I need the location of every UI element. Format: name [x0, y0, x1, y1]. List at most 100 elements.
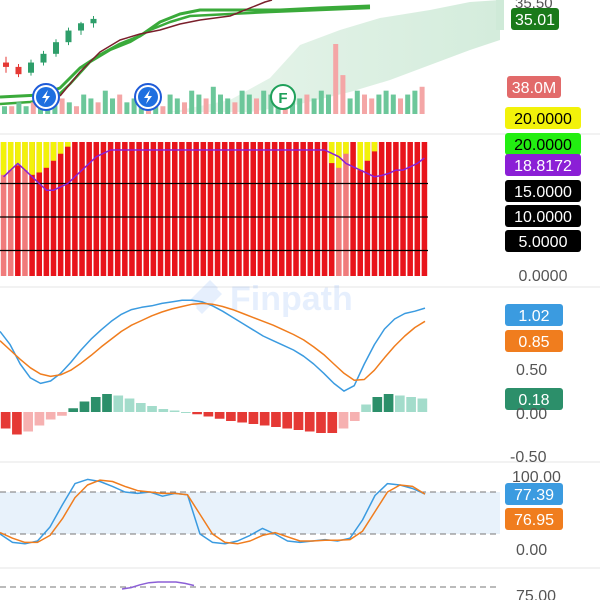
- volume-bar: [88, 98, 94, 114]
- adx-bar-yellow: [22, 142, 28, 171]
- adx-bar-yellow: [364, 142, 371, 161]
- adx-bar-yellow: [43, 142, 50, 168]
- adx-bar: [214, 142, 221, 276]
- macd-value-badge-text: 1.02: [518, 308, 549, 325]
- macd-histogram-bar: [79, 401, 90, 412]
- candle-body: [53, 42, 59, 54]
- adx-bar-yellow: [0, 142, 7, 175]
- macd-histogram-bar: [282, 412, 293, 429]
- stochastic-band: [0, 492, 500, 534]
- stoch-k-badge-text: 77.39: [514, 487, 554, 504]
- macd-histogram-bar: [338, 412, 349, 429]
- volume-bar: [131, 98, 137, 114]
- adx-bar: [164, 142, 171, 276]
- adx-bar: [107, 142, 114, 276]
- macd-histogram-bar: [349, 412, 360, 421]
- macd-histogram-bar: [372, 397, 383, 412]
- volume-bar: [333, 44, 339, 114]
- adx-bar: [307, 142, 314, 276]
- adx-bar: [193, 142, 199, 276]
- adx-bar: [114, 142, 121, 276]
- macd-histogram-bar: [248, 412, 259, 424]
- volume-bar: [59, 98, 65, 114]
- finpath-watermark: Finpath: [190, 280, 353, 318]
- adx-level-badge-bg: [505, 180, 581, 202]
- volume-bar: [210, 86, 216, 114]
- adx-bar: [50, 142, 57, 276]
- macd-histogram-bar: [113, 395, 124, 412]
- adx-bar: [157, 142, 164, 276]
- macd-histogram-bar: [68, 408, 79, 412]
- adx-level-badge: 0.0000: [519, 268, 568, 285]
- di-line: [3, 149, 425, 191]
- adx-level-badge-text: 5.0000: [519, 234, 568, 251]
- bolt-glyph: [42, 90, 50, 104]
- adx-bar: [350, 142, 356, 276]
- macd-histogram-bar: [23, 412, 33, 432]
- signal-line: [0, 302, 426, 382]
- stoch-d-badge-bg: [505, 508, 563, 530]
- lightning-event-icon: [32, 83, 60, 111]
- adx-bar: [279, 142, 285, 276]
- adx-bar: [22, 142, 28, 276]
- rsi-panel: [0, 581, 500, 590]
- volume-bar: [398, 98, 403, 114]
- macd-histogram-bar: [406, 397, 416, 412]
- candle-body: [40, 53, 47, 63]
- adx-level-badge-bg: [505, 205, 581, 227]
- volume-bar: [261, 90, 267, 114]
- macd-histogram-bar: [226, 412, 236, 421]
- macd-histogram-bar: [316, 412, 326, 433]
- adx-bar: [100, 142, 107, 276]
- macd-histogram-bar: [147, 406, 157, 412]
- adx-bar: [364, 142, 371, 276]
- macd-histogram-bar: [361, 404, 371, 412]
- volume-bar: [95, 102, 101, 114]
- adx-bar: [243, 142, 249, 276]
- stoch-d-badge-text: 76.95: [514, 512, 554, 529]
- volume-bar: [102, 90, 108, 114]
- signal-value-badge: 0.85: [505, 330, 563, 352]
- macd-value-badge-bg: [505, 304, 563, 326]
- adx-bar: [29, 142, 35, 276]
- volume-bar: [268, 94, 274, 114]
- watermark-logo-icon: [190, 280, 222, 314]
- volume-bar: [246, 94, 252, 114]
- adx-bar: [414, 142, 421, 276]
- adx-bar: [407, 142, 413, 276]
- histogram-value-badge-bg: [505, 388, 563, 410]
- adx-bar: [86, 142, 92, 276]
- watermark-text: Finpath: [230, 280, 353, 318]
- volume-bar: [405, 94, 411, 114]
- volume-bar: [297, 98, 303, 114]
- volume-bar: [218, 94, 223, 114]
- adx-bar: [93, 142, 100, 276]
- adx-bar: [421, 142, 428, 276]
- volume-bar: [124, 102, 130, 114]
- macd-histogram-bar: [124, 398, 135, 412]
- adx-bar: [186, 142, 192, 276]
- stoch-d-badge: 76.95: [505, 508, 563, 530]
- adx-bar: [378, 142, 385, 276]
- volume-bar: [2, 106, 7, 114]
- adx-bar: [122, 142, 128, 276]
- rsi-tick-label: 75.00: [516, 588, 556, 600]
- adx-bar-yellow: [357, 142, 363, 171]
- rsi-line: [121, 581, 195, 590]
- stoch-k-line: [0, 478, 426, 545]
- volume-bar: [30, 102, 36, 114]
- adx-bar: [393, 142, 399, 276]
- adx-level-badge-text: 20.0000: [514, 137, 572, 154]
- adx-bar: [321, 142, 328, 276]
- adx-bar-yellow: [65, 142, 71, 147]
- macd-histogram-bar: [90, 397, 101, 412]
- adx-bar: [386, 142, 392, 276]
- adx-bar-yellow: [371, 142, 378, 152]
- volume-bar: [412, 90, 418, 114]
- candle-body: [65, 30, 72, 43]
- volume-bar: [9, 106, 15, 114]
- volume-bar: [74, 106, 79, 114]
- adx-bar-yellow: [29, 142, 35, 175]
- adx-bar: [336, 142, 342, 276]
- volume-badge-bg: [507, 76, 561, 98]
